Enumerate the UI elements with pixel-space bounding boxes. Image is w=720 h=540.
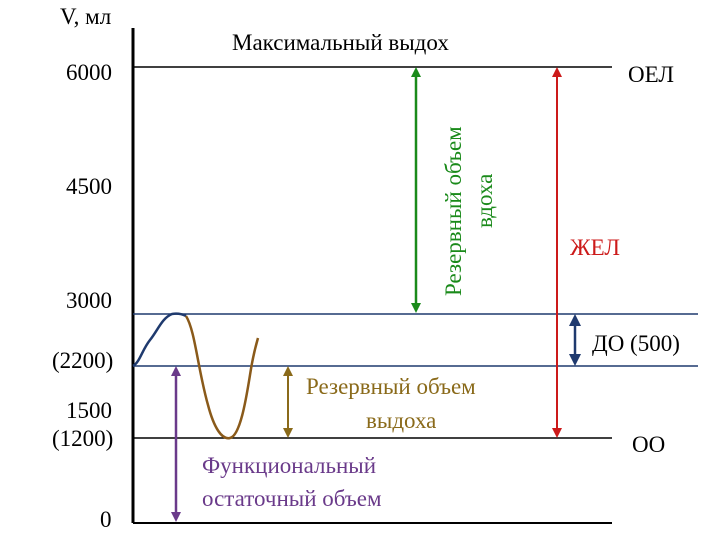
tick-4500: 4500: [66, 174, 112, 199]
frc-label-line2: остаточный объем: [202, 486, 382, 511]
residual-label: ОО: [632, 432, 665, 457]
tick-3000: 3000: [66, 288, 112, 313]
tlc-label: ОЕЛ: [628, 62, 674, 87]
inspiratory-reserve-label-line1: Резервный объем: [441, 126, 466, 296]
max-exhale-label: Максимальный выдох: [232, 30, 449, 55]
inspiratory-reserve-label-line2: вдоха: [472, 174, 497, 228]
tick-1500: 1500: [66, 398, 112, 423]
forced-expiration-curve: [184, 315, 260, 440]
y-axis-unit-label: V, мл: [60, 4, 111, 29]
tick-1200: (1200): [52, 426, 113, 451]
tidal-volume-label: ДО (500): [592, 331, 680, 356]
expiratory-reserve-label-line2: выдоха: [366, 408, 436, 433]
tidal-breath-curve: [132, 312, 187, 368]
expiratory-reserve-label-line1: Резервный объем: [306, 374, 476, 399]
vc-label: ЖЕЛ: [570, 235, 620, 260]
tick-0: 0: [100, 507, 112, 532]
frc-label-line1: Функциональный: [202, 453, 376, 478]
tick-6000: 6000: [66, 60, 112, 85]
tick-2200: (2200): [52, 348, 113, 373]
